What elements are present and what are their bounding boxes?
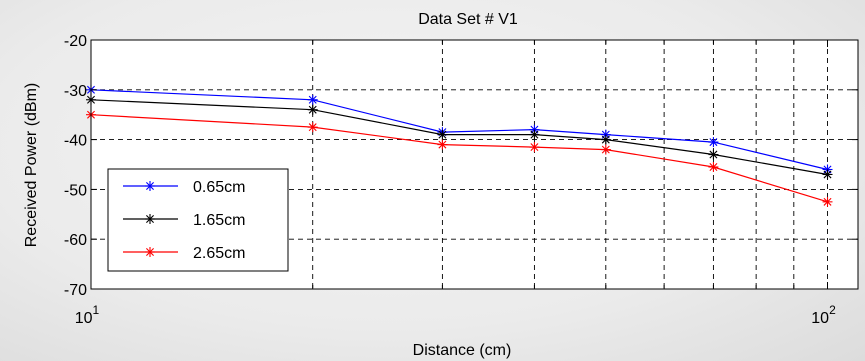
data-point-marker	[307, 94, 318, 105]
data-point-marker	[307, 104, 318, 115]
y-tick-label: -60	[64, 232, 87, 249]
legend-label: 0.65cm	[193, 179, 245, 196]
data-point-marker	[600, 144, 611, 155]
y-tick-label: -20	[64, 33, 87, 50]
x-tick-label: 102	[811, 303, 836, 327]
y-axis-label: Received Power (dBm)	[23, 83, 40, 248]
chart-title: Data Set # V1	[418, 11, 518, 28]
data-point-marker	[529, 129, 540, 140]
data-point-marker	[307, 122, 318, 133]
y-tick-label: -70	[64, 282, 87, 299]
legend-label: 2.65cm	[193, 245, 245, 262]
data-point-marker	[145, 181, 155, 191]
y-tick-label: -50	[64, 182, 87, 199]
data-point-marker	[708, 161, 719, 172]
data-point-marker	[145, 214, 155, 224]
data-point-marker	[822, 169, 833, 180]
axes: -70 -60 -50 -40 -30 -20 101 102	[64, 33, 859, 327]
x-tick-label: 101	[75, 303, 100, 327]
data-point-marker	[437, 129, 448, 140]
data-point-marker	[822, 196, 833, 207]
data-point-marker	[437, 139, 448, 150]
data-point-marker	[708, 137, 719, 148]
y-tick-label: -30	[64, 83, 87, 100]
plot-frame	[90, 39, 859, 290]
legend-label: 1.65cm	[193, 212, 245, 229]
series-group	[86, 84, 833, 207]
legend: 0.65cm 1.65cm 2.65cm	[107, 168, 289, 272]
data-point-marker	[600, 134, 611, 145]
data-point-marker	[708, 149, 719, 160]
data-point-marker	[145, 247, 155, 257]
x-axis-label: Distance (cm)	[413, 342, 512, 359]
y-tick-label: -40	[64, 133, 87, 150]
data-point-marker	[529, 142, 540, 153]
